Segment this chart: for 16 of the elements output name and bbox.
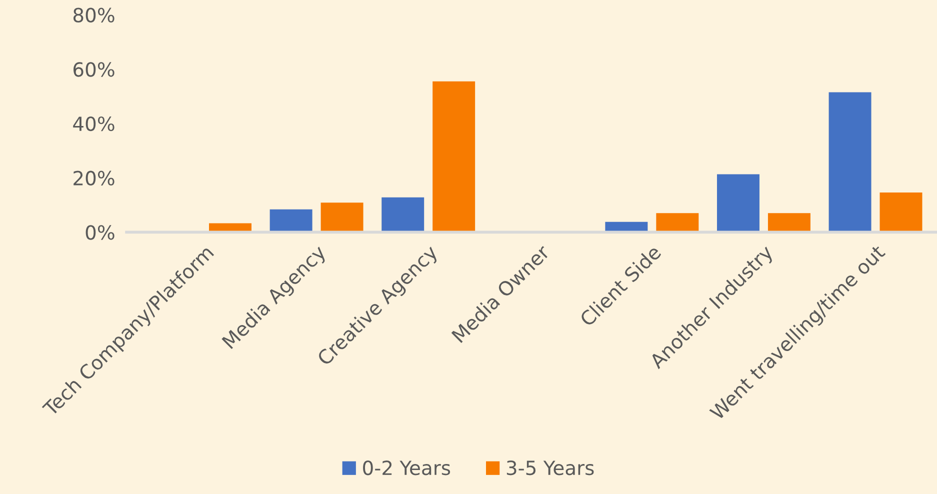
- bar: [768, 213, 810, 232]
- bar: [320, 202, 364, 232]
- bar: [270, 209, 312, 232]
- bar: [656, 213, 699, 232]
- y-tick-label: 0%: [86, 225, 114, 240]
- bar: [880, 192, 922, 232]
- y-tick-label: 20%: [74, 170, 114, 186]
- bar: [432, 81, 476, 232]
- legend-label: 3-5 Years: [506, 460, 594, 476]
- bar: [716, 174, 760, 232]
- y-tick-label: 40%: [73, 116, 114, 132]
- y-tick-label: 80%: [73, 8, 114, 22]
- y-tick-label: 60%: [74, 62, 114, 77]
- bar: [828, 92, 872, 232]
- legend-label: 0-2 Years: [363, 460, 450, 476]
- bar: [382, 197, 424, 232]
